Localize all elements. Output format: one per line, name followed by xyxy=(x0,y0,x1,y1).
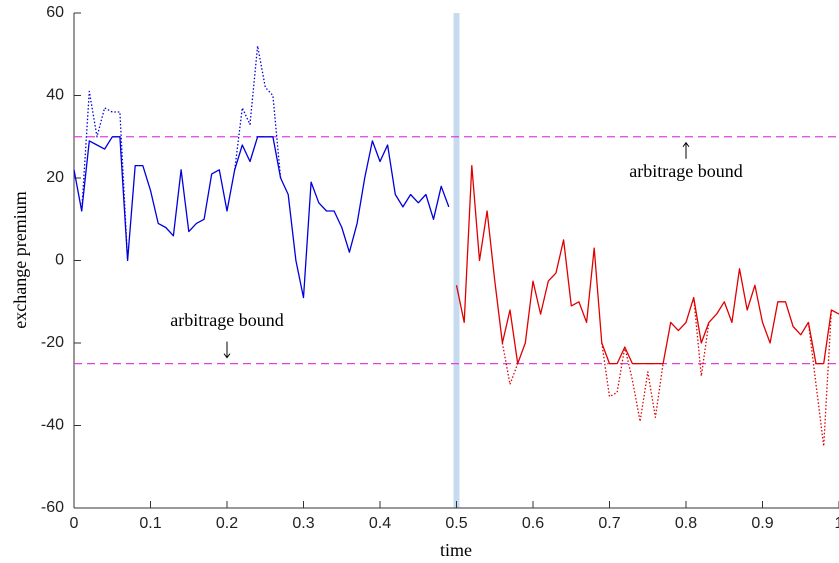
y-tick-label: -20 xyxy=(41,334,64,351)
series-line xyxy=(73,136,450,299)
annotation: arbitrage bound xyxy=(170,310,283,330)
y-tick-label: 60 xyxy=(46,4,64,21)
x-tick-label: 0.5 xyxy=(445,515,467,532)
y-tick-label: 40 xyxy=(46,87,64,104)
series-line xyxy=(455,164,839,365)
series-line-unbounded xyxy=(81,45,282,261)
series-line-unbounded xyxy=(501,297,833,447)
x-tick-label: 0.4 xyxy=(369,515,391,532)
x-tick-label: 0.9 xyxy=(751,515,773,532)
y-axis-label: exchange premium xyxy=(10,191,30,328)
x-tick-label: 1 xyxy=(835,515,839,532)
x-tick-label: 0.8 xyxy=(675,515,697,532)
annotation-arrowhead xyxy=(223,353,231,359)
x-axis-label: time xyxy=(440,540,472,560)
y-tick-label: 0 xyxy=(55,252,64,269)
x-tick-label: 0.3 xyxy=(292,515,314,532)
y-tick-label: -60 xyxy=(41,499,64,516)
x-tick-label: 0 xyxy=(70,515,79,532)
annotation-arrowhead xyxy=(682,141,690,148)
x-tick-label: 0.6 xyxy=(522,515,544,532)
annotation: arbitrage bound xyxy=(629,161,742,181)
y-tick-label: -40 xyxy=(41,417,64,434)
x-tick-label: 0.2 xyxy=(216,515,238,532)
y-tick-label: 20 xyxy=(46,169,64,186)
x-tick-label: 0.7 xyxy=(598,515,620,532)
x-tick-label: 0.1 xyxy=(139,515,161,532)
